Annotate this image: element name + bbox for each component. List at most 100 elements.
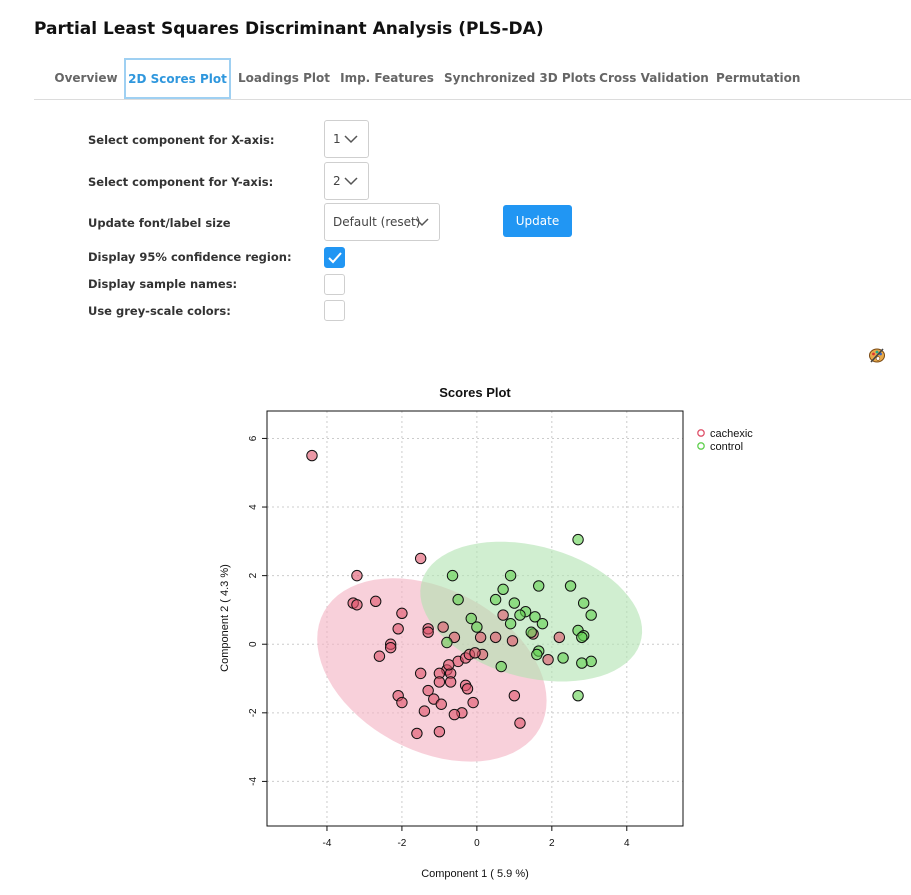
point-cachexic xyxy=(418,705,431,717)
update-button[interactable]: Update xyxy=(503,205,572,237)
point-cachexic xyxy=(351,569,363,582)
x-tick-label: -4 xyxy=(323,838,332,849)
tab-2d-scores-plot[interactable]: 2D Scores Plot xyxy=(124,58,231,99)
point-cachexic xyxy=(384,641,397,654)
point-cachexic xyxy=(435,698,447,710)
point-cachexic xyxy=(542,653,554,666)
x-tick-label: 2 xyxy=(549,838,555,849)
tab-loadings-plot[interactable]: Loadings Plot xyxy=(237,71,331,85)
axis-ticks: -4 -2 0 2 4 -4 -2 0 2 4 6 xyxy=(248,435,630,849)
point-cachexic xyxy=(444,676,457,688)
point-control xyxy=(585,609,597,621)
point-control xyxy=(533,580,545,592)
legend-label-control: control xyxy=(710,441,743,453)
legend: cachexic control xyxy=(697,428,753,453)
y-axis-title: Component 2 ( 4.3 %) xyxy=(219,564,231,672)
point-cachexic xyxy=(469,647,481,659)
point-cachexic xyxy=(411,727,423,740)
point-control xyxy=(452,593,464,606)
point-control xyxy=(577,597,590,609)
point-cachexic xyxy=(422,626,434,638)
point-control xyxy=(471,621,483,633)
y-tick-label: 2 xyxy=(248,572,259,578)
sample-names-label: Display sample names: xyxy=(88,277,238,291)
point-cachexic xyxy=(306,449,318,462)
x-tick-label: 4 xyxy=(624,838,630,849)
point-control xyxy=(504,617,517,630)
palette-icon[interactable] xyxy=(868,346,886,364)
point-cachexic xyxy=(351,599,363,611)
point-cachexic xyxy=(506,635,519,647)
point-control xyxy=(531,648,543,661)
point-control xyxy=(525,626,537,638)
point-control xyxy=(465,612,477,625)
point-control xyxy=(497,583,509,596)
y-axis-value: 2 xyxy=(333,174,341,188)
y-axis-select[interactable]: 2 xyxy=(324,162,369,200)
sample-names-checkbox[interactable] xyxy=(324,274,345,295)
y-tick-label: 4 xyxy=(248,504,259,510)
x-tick-label: 0 xyxy=(474,838,480,849)
point-cachexic xyxy=(467,696,479,709)
point-cachexic xyxy=(553,631,566,644)
point-control xyxy=(441,636,453,649)
point-cachexic xyxy=(461,683,474,695)
tab-overview[interactable]: Overview xyxy=(54,71,118,85)
greyscale-checkbox[interactable] xyxy=(324,300,345,321)
point-control xyxy=(489,593,502,606)
scores-plot-chart: Scores Plot -4 -2 0 2 4 -4 -2 0 2 4 6 Component 1 … xyxy=(219,385,753,880)
tab-synchronized-3d-plots[interactable]: Synchronized 3D Plots xyxy=(444,71,596,85)
point-cachexic xyxy=(437,621,449,633)
chevron-down-icon xyxy=(415,218,429,227)
x-axis-label: Select component for X-axis: xyxy=(88,133,275,147)
greyscale-label: Use grey-scale colors: xyxy=(88,304,231,318)
point-cachexic xyxy=(392,623,404,635)
chevron-down-icon xyxy=(344,135,358,144)
font-size-value: Default (reset) xyxy=(333,215,421,229)
tab-imp-features[interactable]: Imp. Features xyxy=(340,71,434,85)
data-points xyxy=(306,449,597,740)
point-control xyxy=(508,597,521,609)
point-cachexic xyxy=(433,676,446,688)
tab-cross-validation[interactable]: Cross Validation xyxy=(599,71,709,85)
point-control xyxy=(504,569,517,582)
confidence-region-label: Display 95% confidence region: xyxy=(88,250,292,264)
point-control xyxy=(576,631,588,644)
point-control xyxy=(564,580,577,592)
point-cachexic xyxy=(414,552,427,565)
point-cachexic xyxy=(414,667,427,680)
point-control xyxy=(529,611,541,623)
x-tick-label: -2 xyxy=(397,838,406,849)
point-cachexic xyxy=(448,708,461,721)
point-cachexic xyxy=(369,595,382,608)
y-tick-label: -4 xyxy=(248,777,259,786)
point-control xyxy=(495,660,507,673)
point-control xyxy=(585,655,597,668)
point-control xyxy=(576,657,588,669)
point-control xyxy=(446,569,459,582)
point-cachexic xyxy=(396,696,408,709)
chart-title: Scores Plot xyxy=(439,385,511,400)
point-cachexic xyxy=(433,725,446,738)
tab-permutation[interactable]: Permutation xyxy=(716,71,801,85)
point-control xyxy=(557,652,569,664)
y-axis-label: Select component for Y-axis: xyxy=(88,175,274,189)
font-size-label: Update font/label size xyxy=(88,216,231,230)
point-control xyxy=(514,609,526,621)
page-title: Partial Least Squares Discriminant Analy… xyxy=(34,19,544,39)
confidence-region-checkbox[interactable] xyxy=(324,247,345,268)
x-axis-title: Component 1 ( 5.9 %) xyxy=(421,868,529,880)
y-tick-label: 0 xyxy=(248,641,259,647)
legend-marker-cachexic xyxy=(697,429,705,437)
point-cachexic xyxy=(497,609,509,621)
point-control xyxy=(572,533,584,546)
point-cachexic xyxy=(508,689,521,702)
x-axis-select[interactable]: 1 xyxy=(324,120,369,158)
point-cachexic xyxy=(396,607,408,620)
point-cachexic xyxy=(489,631,502,644)
y-tick-label: -2 xyxy=(248,708,259,717)
plot-border xyxy=(266,410,684,827)
font-size-select[interactable]: Default (reset) xyxy=(324,203,440,241)
chevron-down-icon xyxy=(344,177,358,186)
point-cachexic xyxy=(474,631,487,644)
